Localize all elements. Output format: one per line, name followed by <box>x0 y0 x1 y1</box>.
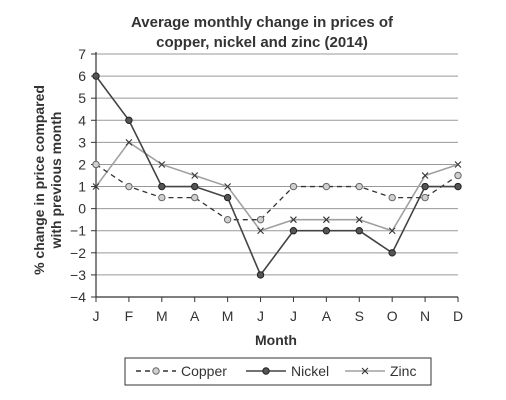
x-tick-label: F <box>125 308 134 324</box>
y-tick-label: 6 <box>78 68 86 84</box>
copper-point <box>223 215 232 224</box>
nickel-point <box>388 249 396 257</box>
y-tick-label: 4 <box>78 112 86 128</box>
nickel-point <box>322 227 331 235</box>
series-zinc <box>92 138 462 235</box>
copper-point <box>289 182 298 191</box>
zinc-point <box>361 367 369 375</box>
zinc-point <box>224 183 232 190</box>
y-tick-label: −1 <box>70 223 86 239</box>
legend-item-copper: Copper <box>136 363 227 379</box>
x-tick-label: D <box>453 308 463 324</box>
x-tick-label: O <box>387 308 398 324</box>
legend-label: Copper <box>181 363 227 379</box>
nickel-point <box>262 367 270 375</box>
x-tick-label: J <box>93 308 100 324</box>
zinc-point <box>257 227 264 235</box>
zinc-point <box>355 216 363 224</box>
x-tick-label: J <box>257 308 264 324</box>
nickel-point <box>223 193 232 202</box>
nickel-point <box>92 72 100 80</box>
nickel-point <box>421 182 429 191</box>
legend-item-nickel: Nickel <box>246 363 329 379</box>
nickel-point <box>191 182 199 191</box>
copper-point <box>421 193 429 202</box>
nickel-point <box>125 116 133 124</box>
series-nickel <box>92 72 462 279</box>
y-tick-label: −2 <box>70 245 86 261</box>
x-tick-label: S <box>355 308 364 324</box>
copper-point <box>158 193 166 202</box>
y-tick-labels: 7 6 5 4 3 2 1 0 −1 −2 −3 −4 <box>70 46 86 305</box>
zinc-point <box>92 183 100 190</box>
x-tick-label: J <box>290 308 297 324</box>
series-copper <box>92 160 462 224</box>
legend-label: Nickel <box>291 363 329 379</box>
y-tick-label: 7 <box>78 46 86 62</box>
series-line-zinc <box>95 141 459 232</box>
chart-title-line-1: Average monthly change in prices of <box>131 14 394 31</box>
y-tick-label: 1 <box>78 179 86 195</box>
copper-point <box>454 171 462 180</box>
copper-point <box>322 182 331 191</box>
y-axis-label-line-1: % change in price compared <box>31 85 47 275</box>
zinc-point <box>421 172 429 179</box>
x-axis-label: Month <box>255 332 297 348</box>
copper-point <box>355 182 363 191</box>
series-line-nickel <box>95 75 458 277</box>
y-tick-label: 3 <box>78 134 86 150</box>
zinc-point <box>454 161 462 168</box>
nickel-point <box>355 227 363 235</box>
x-tick-label: M <box>222 308 234 324</box>
y-tick-label: −3 <box>70 267 86 283</box>
grid <box>96 53 458 276</box>
y-tick-label: −4 <box>70 289 86 305</box>
chart-title-line-2: copper, nickel and zinc (2014) <box>156 34 368 51</box>
zinc-point <box>158 161 166 168</box>
axes <box>91 52 459 302</box>
y-tick-label: 0 <box>78 201 86 217</box>
nickel-point <box>256 271 265 279</box>
copper-point <box>388 193 396 202</box>
x-tick-label: N <box>420 308 430 324</box>
zinc-point <box>290 216 297 224</box>
nickel-point <box>289 227 298 235</box>
x-tick-label: M <box>156 308 168 324</box>
zinc-point <box>322 216 330 224</box>
x-tick-label: A <box>322 308 332 324</box>
nickel-point <box>454 182 462 191</box>
copper-point <box>92 160 100 169</box>
y-axis-label: % change in price compared with previous… <box>31 85 64 275</box>
y-tick-label: 5 <box>78 90 86 106</box>
zinc-point <box>388 227 396 235</box>
legend: Copper Nickel Zinc <box>124 357 432 386</box>
legend-label: Zinc <box>390 363 416 379</box>
nickel-point <box>158 182 166 191</box>
copper-point <box>191 193 199 202</box>
copper-point <box>256 215 265 224</box>
y-tick-label: 2 <box>78 156 86 172</box>
copper-point <box>125 182 133 191</box>
series <box>92 72 462 279</box>
zinc-point <box>125 138 133 146</box>
x-tick-label: A <box>190 308 200 324</box>
zinc-point <box>191 172 199 179</box>
chart-title: Average monthly change in prices of copp… <box>131 14 394 51</box>
y-axis-label-line-2: with previous month <box>48 112 64 250</box>
copper-point <box>152 367 160 375</box>
legend-item-zinc: Zinc <box>345 363 416 379</box>
